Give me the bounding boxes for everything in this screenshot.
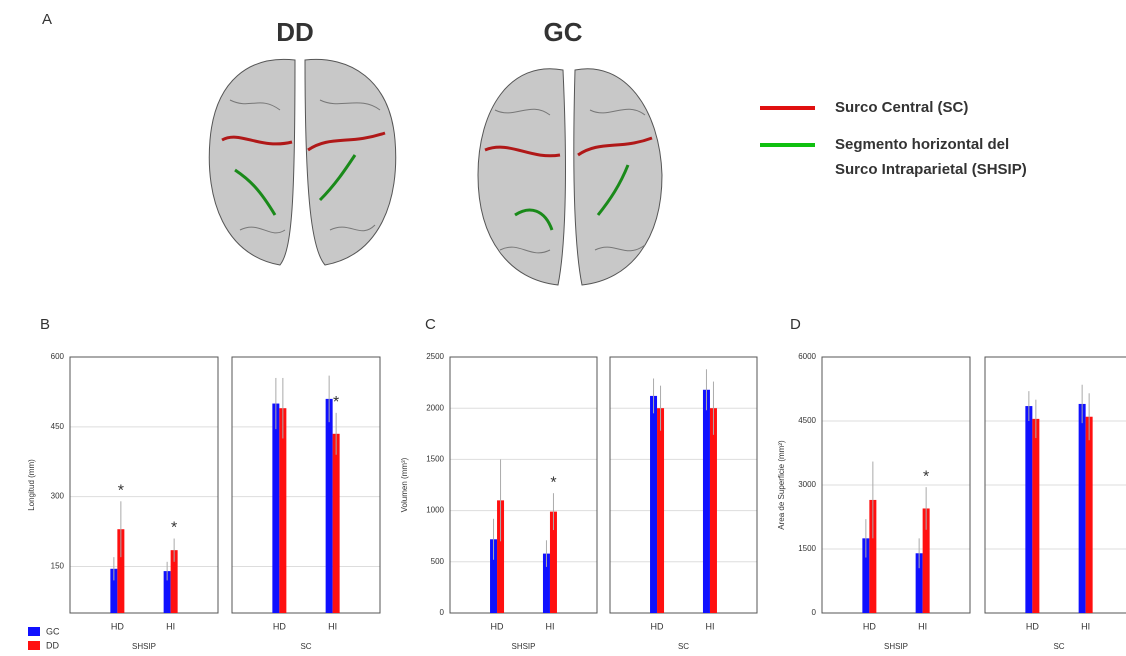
x-tick-label: HD (651, 621, 664, 631)
y-tick-label: 1000 (426, 506, 444, 515)
y-tick-label: 500 (431, 557, 445, 566)
bar (1025, 406, 1032, 613)
bar (703, 390, 710, 613)
x-tick-label: HI (705, 621, 714, 631)
x-tick-label: HI (328, 621, 337, 631)
bar (279, 408, 286, 613)
brain-dd (209, 59, 395, 265)
brain-title: DD (276, 17, 314, 47)
y-tick-label: 600 (51, 352, 65, 361)
x-axis-label: SHSIP (511, 642, 535, 651)
bar (272, 404, 279, 613)
significance-mark: * (923, 468, 929, 485)
y-axis-label: Volumen (mm³) (400, 457, 409, 512)
y-tick-label: 2000 (426, 403, 444, 412)
significance-mark: * (333, 394, 339, 411)
y-tick-label: 2500 (426, 352, 444, 361)
panel-label: C (425, 316, 436, 333)
x-axis-label: SC (300, 642, 311, 651)
bar (1032, 419, 1039, 613)
x-tick-label: HD (491, 621, 504, 631)
legend-text: Segmento horizontal del (835, 136, 1009, 153)
panel-label: A (42, 11, 52, 28)
y-tick-label: 3000 (798, 480, 816, 489)
x-tick-label: HD (273, 621, 286, 631)
plot-frame (232, 357, 380, 613)
legend-label: GC (46, 626, 60, 636)
significance-mark: * (171, 520, 177, 537)
bar (326, 399, 333, 613)
figure: A DD GC Surco Central (SC) Segmento horiz… (0, 0, 1126, 656)
bar (333, 434, 340, 613)
plot-frame (450, 357, 597, 613)
legend-swatch (28, 627, 40, 636)
panel-label: B (40, 316, 50, 333)
y-axis-label: Longitud (mm) (27, 459, 36, 511)
bar (650, 396, 657, 613)
x-axis-label: SHSIP (884, 642, 908, 651)
legend-text: Surco Central (SC) (835, 99, 968, 116)
y-tick-label: 0 (812, 608, 817, 617)
x-axis-label: SHSIP (132, 642, 156, 651)
y-axis-label: Area de Superficie (mm²) (777, 440, 786, 530)
y-tick-label: 1500 (798, 544, 816, 553)
legend-label: DD (46, 640, 59, 650)
y-tick-label: 300 (51, 492, 65, 501)
x-tick-label: HI (166, 621, 175, 631)
y-tick-label: 450 (51, 422, 65, 431)
x-axis-label: SC (678, 642, 689, 651)
plot-frame (70, 357, 218, 613)
plot-frame (610, 357, 757, 613)
x-tick-label: HD (863, 621, 876, 631)
legend-swatch (28, 641, 40, 650)
bar (1079, 404, 1086, 613)
y-tick-label: 4500 (798, 416, 816, 425)
significance-mark: * (550, 474, 556, 491)
x-axis-label: SC (1053, 642, 1064, 651)
panel-label: D (790, 316, 801, 333)
x-tick-label: HD (111, 621, 124, 631)
significance-mark: * (118, 483, 124, 500)
x-tick-label: HI (918, 621, 927, 631)
y-tick-label: 6000 (798, 352, 816, 361)
y-tick-label: 0 (440, 608, 445, 617)
x-tick-label: HD (1026, 621, 1039, 631)
legend-text: Surco Intraparietal (SHSIP) (835, 161, 1027, 178)
x-tick-label: HI (545, 621, 554, 631)
y-tick-label: 1500 (426, 455, 444, 464)
brain-gc (478, 69, 662, 285)
x-tick-label: HI (1081, 621, 1090, 631)
bar (710, 408, 717, 613)
bar (657, 408, 664, 613)
bar (1086, 417, 1093, 613)
y-tick-label: 150 (51, 562, 65, 571)
brain-title: GC (544, 17, 583, 47)
